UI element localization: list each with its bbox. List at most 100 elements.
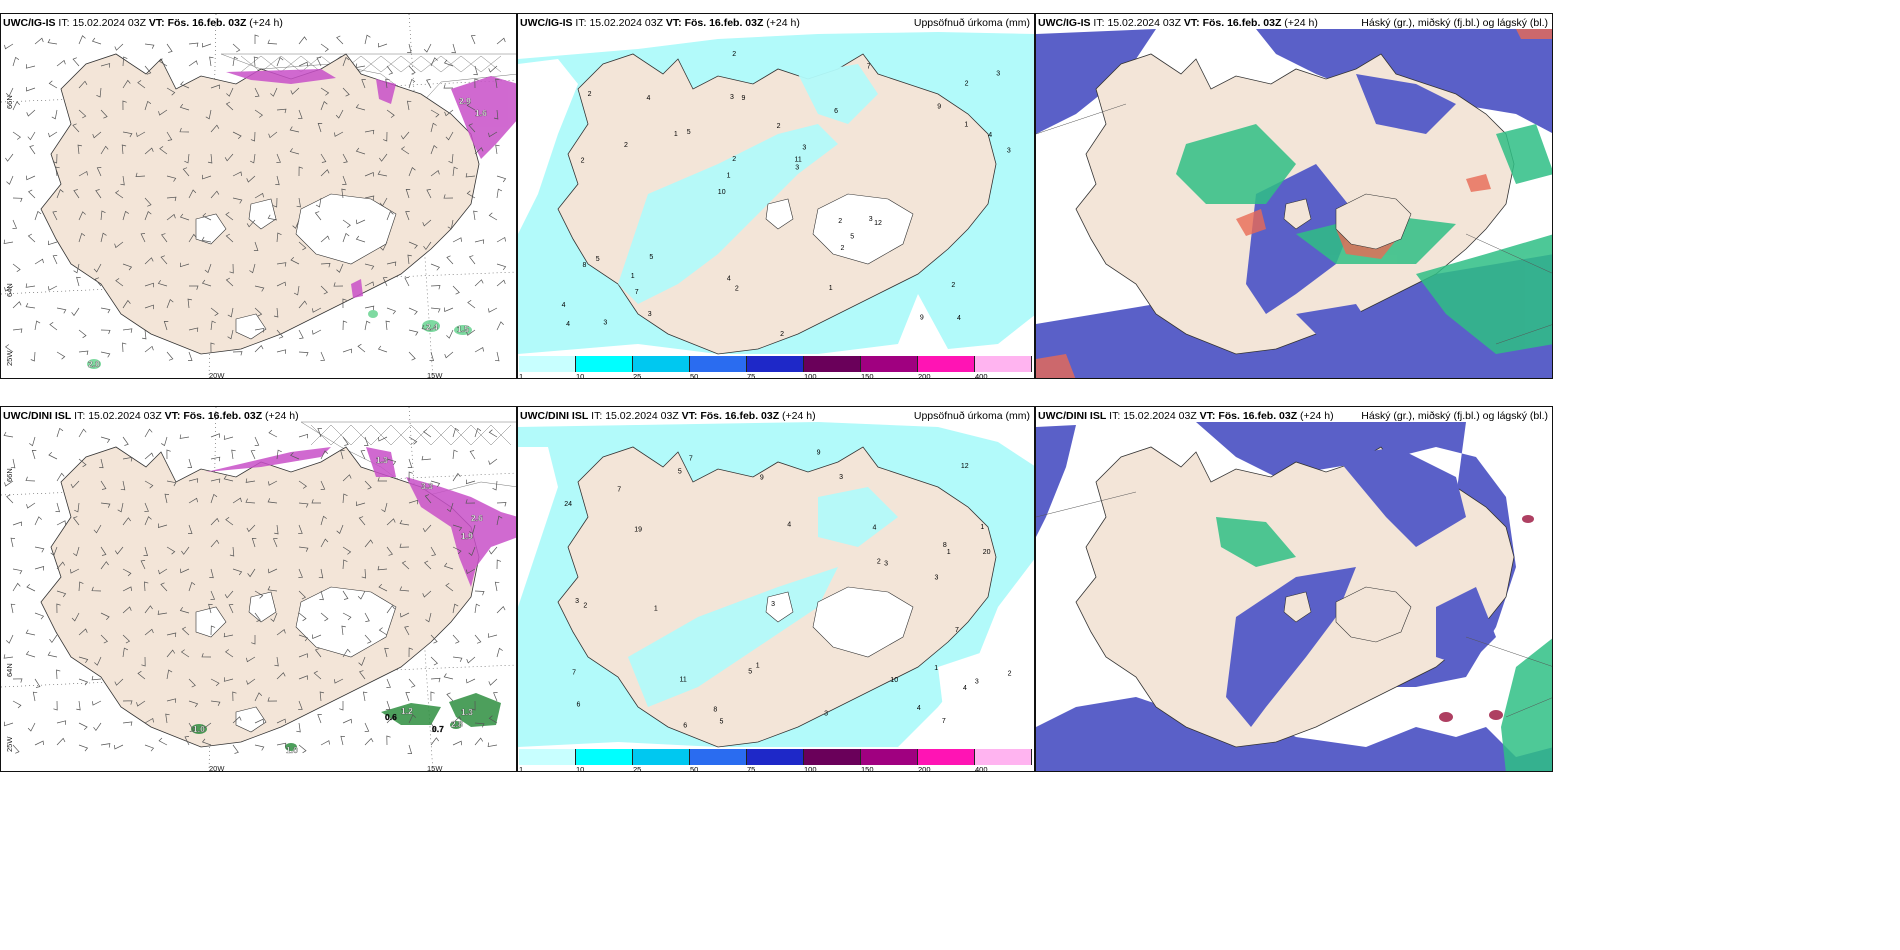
- wind-barb: [29, 145, 36, 155]
- wind-barb: [140, 233, 146, 243]
- wind-barb: [158, 568, 168, 575]
- precip-value: 5: [748, 669, 752, 676]
- panel-header: UWC/DINI ISL IT: 15.02.2024 03Z VT: Fös.…: [520, 410, 816, 422]
- wind-barb: [298, 653, 308, 658]
- wind-barb: [210, 433, 220, 438]
- wind-barb: [100, 502, 111, 508]
- legend-label: 1: [519, 372, 524, 379]
- wind-barb: [493, 109, 499, 120]
- wind-barb: [320, 263, 331, 268]
- wind-barb: [188, 700, 199, 708]
- wind-barb: [342, 474, 352, 482]
- precip-value: 1: [934, 665, 938, 672]
- wind-barb: [423, 241, 432, 250]
- wind-barb: [267, 214, 278, 221]
- precip-value: 2: [588, 91, 592, 98]
- precip-value: 3: [802, 145, 806, 152]
- wind-barb: [293, 285, 300, 296]
- lon-label: 25W: [5, 350, 14, 366]
- wind-barb: [210, 478, 221, 483]
- wind-barb: [386, 546, 393, 556]
- wind-barb: [201, 236, 212, 243]
- wind-barb: [314, 211, 322, 221]
- wind-barb: [166, 87, 176, 96]
- wind-barb: [276, 153, 281, 163]
- wind-barb: [53, 700, 58, 711]
- wind-barb: [452, 237, 462, 243]
- wind-barb: [204, 263, 212, 274]
- wind-barb: [317, 123, 323, 133]
- lat-label: 66N: [5, 468, 14, 482]
- wind-barb: [254, 744, 265, 751]
- wind-barb: [466, 568, 476, 575]
- graticule: [1036, 491, 1552, 718]
- wind-barb: [492, 480, 498, 491]
- wind-barb: [446, 502, 454, 513]
- wind-barb: [430, 145, 438, 155]
- wind-barb: [466, 656, 476, 664]
- wind-barb: [254, 692, 263, 702]
- precip-map-top: 4221063325547931222321142475923212234114…: [518, 32, 1034, 355]
- wind-barb: [246, 524, 256, 533]
- wind-barb: [26, 87, 36, 92]
- wind-barb: [210, 124, 220, 133]
- wind-barb: [205, 109, 212, 120]
- wind-barb: [298, 300, 308, 309]
- wind-barb: [164, 493, 170, 504]
- wind-barb: [144, 744, 155, 752]
- wind-barb: [210, 456, 221, 462]
- wind-barb: [362, 691, 368, 702]
- wind-barb: [12, 301, 22, 309]
- wind-barb: [493, 692, 498, 702]
- precip-legend: [519, 356, 1032, 378]
- precip-value: 2: [951, 282, 955, 289]
- wind-barb: [496, 321, 504, 331]
- wind-barb: [144, 605, 153, 614]
- wind-values: 3.3 2.6 1.9 1.3 1.0 1.2 0.6 0.7 2.8 1.3 …: [193, 455, 483, 755]
- wind-barb: [364, 320, 371, 331]
- wind-barbs: [3, 427, 507, 754]
- wind-barb: [340, 735, 345, 746]
- wind-barb: [298, 612, 307, 622]
- wind-barb: [188, 478, 199, 483]
- wind-barb: [99, 458, 104, 469]
- wind-barb: [158, 523, 168, 528]
- precip-value: 10: [890, 677, 898, 684]
- value-label: 1.3: [376, 455, 388, 465]
- wind-barb: [422, 590, 432, 598]
- wind-barb: [290, 87, 300, 95]
- wind-barb: [276, 232, 282, 243]
- wind-barb: [100, 546, 107, 556]
- wind-barb: [122, 634, 131, 644]
- wind-barb: [12, 700, 22, 709]
- wind-barb: [377, 170, 388, 177]
- wind-barb: [400, 146, 410, 155]
- wind-barb: [232, 56, 239, 67]
- wind-barb: [144, 516, 152, 526]
- wind-barb: [166, 698, 177, 703]
- wind-barb: [496, 606, 506, 614]
- wind-barb: [25, 629, 36, 636]
- wind-barb: [56, 472, 65, 482]
- wind-barb: [34, 258, 44, 265]
- wind-barb: [51, 109, 58, 120]
- wind-barb: [188, 524, 193, 534]
- precip-value: 2: [841, 245, 845, 252]
- wind-barb: [34, 740, 44, 746]
- legend-label: 100: [804, 765, 817, 772]
- wind-barb: [78, 628, 88, 636]
- wind-barb: [93, 524, 102, 534]
- wind-barb: [364, 34, 371, 45]
- precip-value: 7: [955, 627, 959, 634]
- wind-barb: [488, 131, 498, 138]
- wind-barb: [320, 515, 327, 526]
- wind-barb: [56, 307, 67, 314]
- wind-barb: [408, 647, 414, 658]
- wind-barb: [452, 427, 460, 438]
- wind-barb: [72, 123, 80, 133]
- wind-barb: [232, 744, 239, 754]
- wind-barb: [495, 78, 500, 89]
- wind-barb: [272, 538, 278, 548]
- wind-barb: [166, 196, 177, 202]
- wind-barb: [100, 210, 106, 221]
